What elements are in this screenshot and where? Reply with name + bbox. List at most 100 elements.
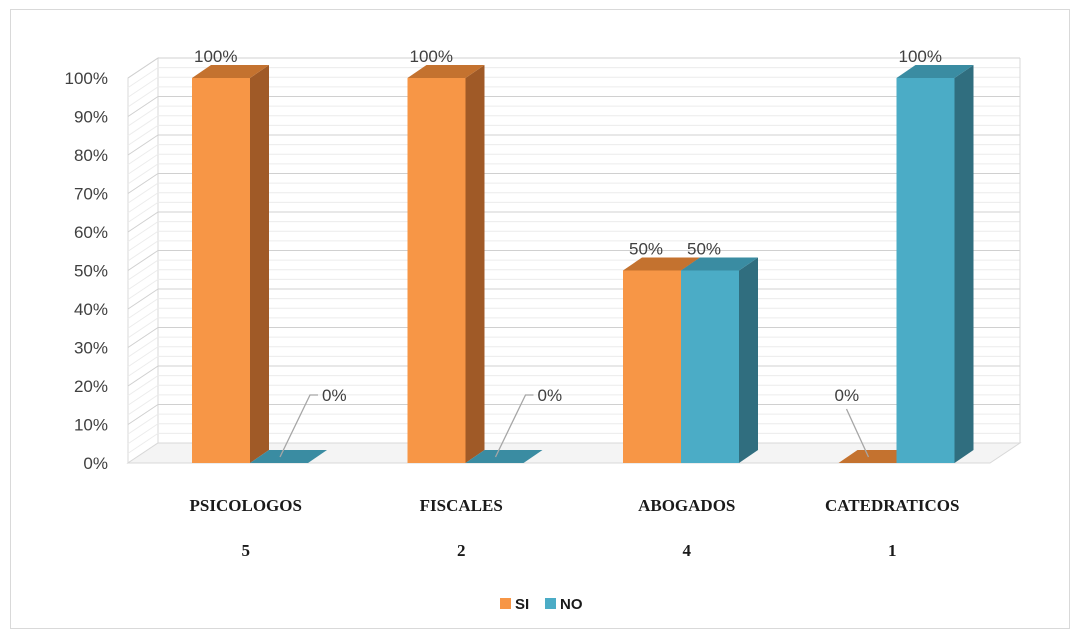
y-tick-label: 50% — [74, 262, 108, 281]
gridline-side — [127, 432, 159, 454]
gridline-side — [127, 327, 159, 348]
gridline-side — [127, 384, 159, 406]
gridline-side — [127, 307, 159, 329]
gridline-side — [127, 163, 159, 185]
bar-si-abogados — [623, 270, 681, 463]
bar-top-no-psicologos — [250, 450, 327, 463]
data-label: 100% — [899, 47, 942, 66]
leader-line — [494, 394, 534, 458]
gridline-side — [127, 288, 159, 310]
gridline-side — [127, 230, 159, 252]
data-label: 50% — [629, 240, 663, 259]
gridline-side — [127, 221, 159, 243]
gridline-side — [127, 394, 159, 416]
y-tick-label: 70% — [74, 185, 108, 204]
gridline-side — [127, 336, 159, 358]
y-tick-label: 30% — [74, 339, 108, 358]
gridline-side — [127, 144, 159, 166]
category-count: 4 — [683, 541, 692, 560]
bar-top-no-fiscales — [465, 450, 543, 463]
data-label: 100% — [410, 47, 453, 66]
gridline-side — [127, 346, 159, 368]
gridline-side — [127, 404, 159, 425]
data-label: 0% — [322, 386, 347, 405]
bar-top-si-catedraticos — [838, 450, 916, 463]
category-count: 1 — [888, 541, 897, 560]
gridline-side — [127, 423, 159, 445]
bar-si-psicologos — [192, 78, 250, 463]
bar-top-no-catedraticos — [896, 65, 974, 78]
bar-no-abogados — [681, 270, 739, 463]
bar-top-si-psicologos — [192, 65, 269, 78]
bar-no-catedraticos — [896, 78, 955, 463]
bar-top-no-abogados — [681, 257, 758, 271]
gridlines — [127, 57, 1021, 464]
gridline-side — [127, 115, 159, 137]
gridline-side — [127, 57, 159, 79]
gridline-side — [127, 240, 159, 262]
category-count: 5 — [242, 541, 251, 560]
gridline-side — [127, 317, 159, 339]
y-tick-label: 0% — [83, 454, 108, 473]
gridline-side — [127, 67, 159, 89]
y-tick-label: 10% — [74, 416, 108, 435]
data-label: 50% — [687, 240, 721, 259]
gridline-side — [127, 375, 159, 397]
category-label: PSICOLOGOS — [190, 496, 302, 515]
category-label: CATEDRATICOS — [825, 496, 959, 515]
bar-side-no-catedraticos — [954, 65, 974, 463]
legend-label-si: SI — [515, 596, 529, 613]
gridline-side — [127, 153, 159, 175]
gridline-side — [127, 76, 159, 98]
bar-side-si-fiscales — [465, 65, 485, 463]
legend-swatch-no — [545, 598, 556, 609]
bar-side-no-abogados — [739, 257, 758, 463]
gridline-side — [127, 201, 159, 223]
bar-side-si-psicologos — [250, 65, 269, 463]
gridline-side — [127, 134, 159, 156]
gridline-side — [127, 211, 159, 233]
leader-line — [845, 408, 870, 458]
gridline-side — [127, 259, 159, 281]
data-labels: 100% 100% 50% 50% 100% 0% 0% 0% — [194, 47, 942, 405]
bar-si-fiscales — [407, 78, 466, 463]
data-label: 0% — [538, 386, 563, 405]
gridline-side — [127, 413, 159, 435]
gridline-side — [127, 269, 159, 291]
y-tick-label: 90% — [74, 108, 108, 127]
category-count: 2 — [457, 541, 466, 560]
data-label: 0% — [835, 386, 860, 405]
bar-top-si-fiscales — [407, 65, 485, 78]
y-tick-label: 40% — [74, 300, 108, 319]
legend-label-no: NO — [560, 596, 583, 613]
y-tick-label: 80% — [74, 146, 108, 165]
gridline-side — [127, 298, 159, 320]
leader-line — [279, 394, 318, 458]
bar-top-si-abogados — [623, 257, 700, 271]
category-labels: PSICOLOGOS 5 FISCALES 2 ABOGADOS 4 CATEDRATICO… — [190, 496, 960, 560]
gridline-side — [127, 355, 159, 377]
gridline-side — [127, 250, 159, 271]
gridline-side — [127, 105, 159, 127]
y-tick-label: 60% — [74, 223, 108, 242]
y-axis-ticks: 0% 10% 20% 30% 40% 50% 60% 70% 80% 90% 100% — [65, 69, 108, 473]
gridline-side — [127, 86, 159, 108]
category-label: ABOGADOS — [638, 496, 735, 515]
leader-lines — [279, 394, 870, 458]
category-label: FISCALES — [420, 496, 503, 515]
legend-swatch-si — [500, 598, 511, 609]
legend: SI NO — [500, 596, 583, 613]
gridline-side — [127, 192, 159, 214]
gridline-side — [127, 365, 159, 387]
bars — [192, 65, 974, 463]
gridline-side — [127, 173, 159, 194]
data-label: 100% — [194, 47, 237, 66]
y-tick-label: 100% — [65, 69, 108, 88]
gridline-side — [127, 96, 159, 117]
y-tick-label: 20% — [74, 377, 108, 396]
gridline-side — [127, 124, 159, 146]
chart-frame — [10, 9, 1070, 629]
gridline-side — [127, 278, 159, 300]
gridline-side — [127, 182, 159, 204]
